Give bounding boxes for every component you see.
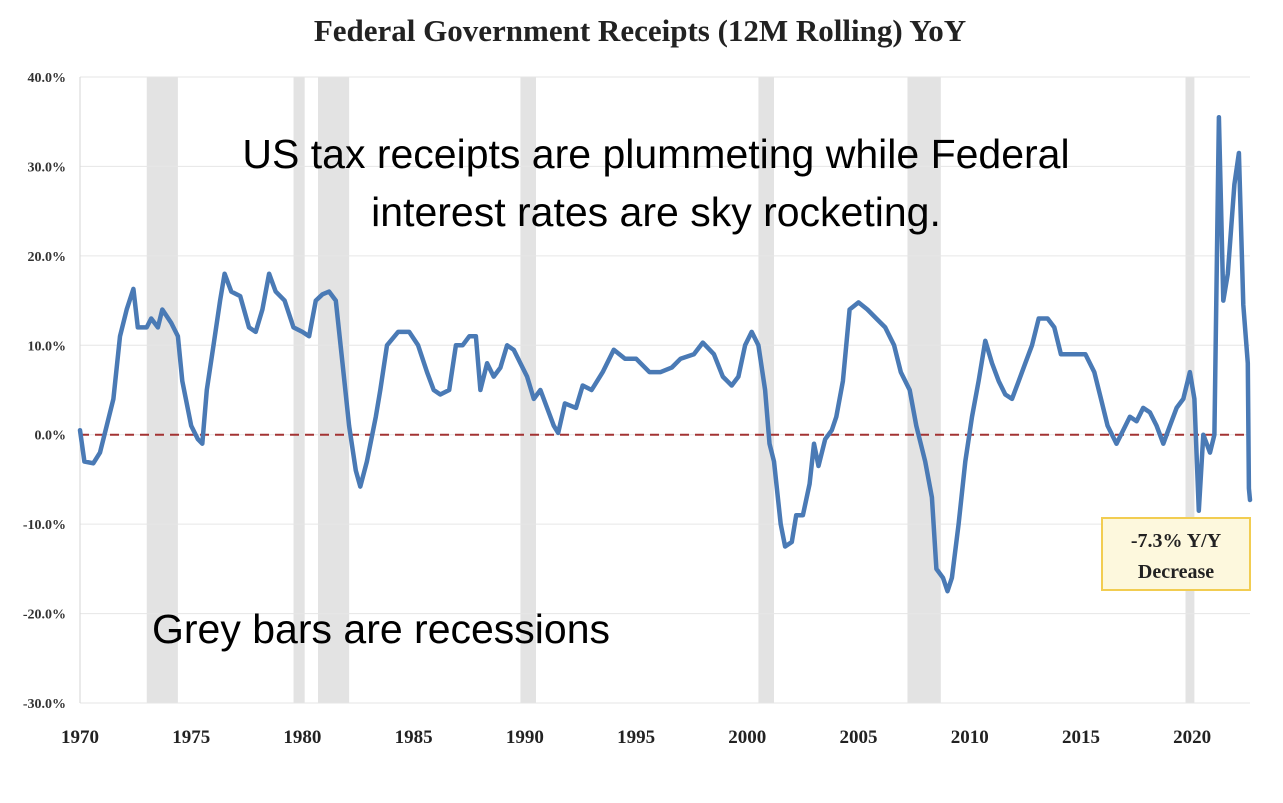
chart-title: Federal Government Receipts (12M Rolling… <box>314 13 966 48</box>
x-tick-label-6: 2000 <box>728 727 766 748</box>
recession-bar-6 <box>1185 77 1195 703</box>
overlay-text-line-2: interest rates are sky rocketing. <box>371 189 941 235</box>
x-tick-label-5: 1995 <box>617 727 655 748</box>
series-line-0 <box>77 114 1253 594</box>
y-tick-label-6: -20.0% <box>23 608 66 623</box>
x-tick-label-4: 1990 <box>506 727 544 748</box>
y-tick-label-0: 40.0% <box>28 71 67 86</box>
callout-line-1: -7.3% Y/Y <box>1131 530 1222 552</box>
x-tick-label-2: 1980 <box>283 727 321 748</box>
series-lines <box>77 114 1253 594</box>
callout-box <box>1101 517 1251 591</box>
y-tick-label-1: 30.0% <box>28 160 67 175</box>
recession-bar-0 <box>146 77 178 703</box>
recession-bar-5 <box>907 77 941 703</box>
recession-bars <box>146 77 1195 703</box>
overlay-text-recessions: Grey bars are recessions <box>152 606 610 652</box>
y-tick-label-4: 0.0% <box>35 429 67 444</box>
x-tick-label-8: 2010 <box>951 727 989 748</box>
x-tick-label-10: 2020 <box>1173 727 1211 748</box>
decrease-callout: -7.3% Y/Y Decrease <box>1101 517 1251 591</box>
y-axis-ticks: 40.0% 30.0% 20.0% 10.0% 0.0% -10.0% -20.0% -30.… <box>23 71 66 712</box>
y-tick-label-7: -30.0% <box>23 697 66 712</box>
overlay-text-line-1: US tax receipts are plummeting while Fed… <box>242 131 1069 177</box>
x-axis-ticks: 1970 1975 1980 1985 1990 1995 2000 2005 2010 2015… <box>61 727 1211 748</box>
y-tick-label-2: 20.0% <box>28 250 67 265</box>
y-tick-label-5: -10.0% <box>23 518 66 533</box>
callout-line-2: Decrease <box>1138 561 1214 583</box>
x-tick-label-0: 1970 <box>61 727 99 748</box>
x-tick-label-3: 1985 <box>395 727 433 748</box>
x-tick-label-1: 1975 <box>172 727 210 748</box>
recession-bar-1 <box>293 77 305 703</box>
x-tick-label-9: 2015 <box>1062 727 1100 748</box>
y-tick-label-3: 10.0% <box>28 339 67 354</box>
recession-bar-3 <box>520 77 536 703</box>
x-tick-label-7: 2005 <box>840 727 878 748</box>
